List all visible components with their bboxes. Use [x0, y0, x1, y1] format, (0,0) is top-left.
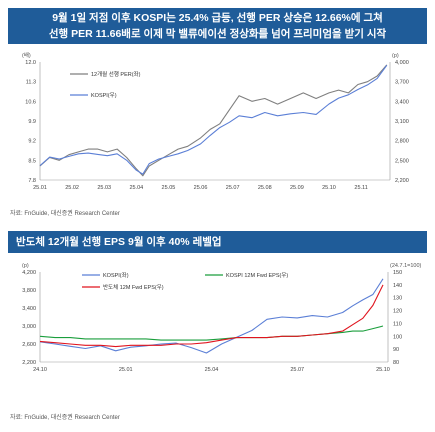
- chart2-header: 반도체 12개월 선행 EPS 9월 이후 40% 레벨업: [8, 231, 427, 253]
- chart1-ytick-left: 12.0: [25, 60, 36, 66]
- chart1-ytick-right: 3,700: [395, 80, 409, 86]
- chart1-xtick: 25.02: [65, 185, 79, 191]
- chart1-right-unit: (p): [392, 53, 399, 59]
- chart1-ytick-right: 3,400: [395, 99, 409, 105]
- chart2-plot: (p) (24.7.1=100) 4,200 3,800 3,400 3,000 2,600…: [22, 263, 422, 373]
- chart1-ytick-left: 8.5: [28, 158, 36, 164]
- chart1-xtick: 25.10: [322, 185, 336, 191]
- chart1-xtick: 25.09: [290, 185, 304, 191]
- chart2-ytick-right: 130: [393, 296, 402, 302]
- chart2-legend-label: KOSPI(좌): [103, 271, 129, 279]
- chart2-ytick-right: 90: [393, 347, 399, 353]
- chart1-ytick-right: 4,000: [395, 60, 409, 66]
- chart2-ytick-left: 3,000: [22, 324, 36, 330]
- chart1-source: 자료: FnGuide, 대신증권 Research Center: [10, 211, 120, 217]
- chart1-title-line1: 9월 1일 저점 이후 KOSPI는 25.4% 급등, 선행 PER 상승은 …: [52, 12, 383, 24]
- chart2-ytick-right: 140: [393, 283, 402, 289]
- chart2-ytick-right: 110: [393, 321, 402, 327]
- chart1-left-unit: (배): [22, 51, 31, 59]
- chart2-series-line: [39, 284, 384, 348]
- chart1-title-line2: 선행 PER 11.66배로 이제 막 밸류에이션 정상화를 넘어 프리미엄을 …: [48, 28, 387, 40]
- chart1-series-line: [39, 64, 388, 177]
- chart1-ytick-right: 3,100: [395, 119, 409, 125]
- chart1-plot: (배) (p) 12.0 11.3 10.6 9.9 9.2 8.5 7.8 4,000 3,700…: [22, 51, 409, 191]
- chart2-ytick-left: 4,200: [22, 270, 36, 276]
- chart2-xtick: 25.10: [376, 367, 390, 373]
- chart1-ytick-left: 7.8: [28, 178, 36, 184]
- chart2-source: 자료: FnGuide, 대신증권 Research Center: [10, 415, 120, 421]
- chart1-ytick-right: 2,500: [395, 158, 409, 164]
- chart1-xtick: 25.07: [226, 185, 240, 191]
- chart1-ytick-left: 10.6: [25, 99, 36, 105]
- chart2-series-line: [39, 325, 384, 341]
- chart1-legend-label: 12개월 선행 PER(좌): [91, 70, 141, 78]
- chart2-left-unit: (p): [22, 263, 29, 269]
- chart1-xtick: 25.01: [33, 185, 47, 191]
- chart1-ytick-left: 11.3: [26, 80, 36, 86]
- chart2-ytick-right: 120: [393, 309, 402, 315]
- chart2-xtick: 25.01: [119, 367, 133, 373]
- chart1-xtick: 25.11: [354, 185, 367, 191]
- chart1-xtick: 25.06: [194, 185, 208, 191]
- chart1-xtick: 25.08: [258, 185, 272, 191]
- chart2-title: 반도체 12개월 선행 EPS 9월 이후 40% 레벨업: [16, 236, 222, 248]
- chart1-xtick: 25.05: [162, 185, 176, 191]
- chart2-ytick-right: 80: [393, 360, 399, 366]
- chart2-legend-label: KOSPI 12M Fwd EPS(우): [226, 272, 288, 279]
- chart2-right-unit: (24.7.1=100): [390, 263, 422, 269]
- chart2-ytick-right: 100: [393, 334, 402, 340]
- chart1-series-line: [39, 64, 388, 175]
- chart1-ytick-left: 9.2: [28, 139, 36, 145]
- chart2-xtick: 25.07: [290, 367, 304, 373]
- chart2-xtick: 25.04: [205, 367, 219, 373]
- chart1-ytick-right: 2,800: [395, 139, 409, 145]
- chart1-ytick-left: 9.9: [28, 119, 36, 125]
- chart2-ytick-left: 2,200: [22, 360, 36, 366]
- chart1-header: 9월 1일 저점 이후 KOSPI는 25.4% 급등, 선행 PER 상승은 …: [8, 8, 427, 44]
- chart2-ytick-left: 3,400: [22, 306, 36, 312]
- chart1-xtick: 25.03: [97, 185, 111, 191]
- chart2-ytick-left: 3,800: [22, 288, 36, 294]
- chart2-ytick-left: 2,600: [22, 342, 36, 348]
- chart2-legend-label: 반도체 12M Fwd EPS(우): [103, 283, 164, 291]
- chart1-ytick-right: 2,200: [395, 178, 409, 184]
- chart2-ytick-right: 150: [393, 270, 402, 276]
- chart1-legend-label: KOSPI(우): [91, 92, 117, 99]
- chart2-xtick: 24.10: [33, 367, 47, 373]
- chart1-xtick: 25.04: [129, 185, 143, 191]
